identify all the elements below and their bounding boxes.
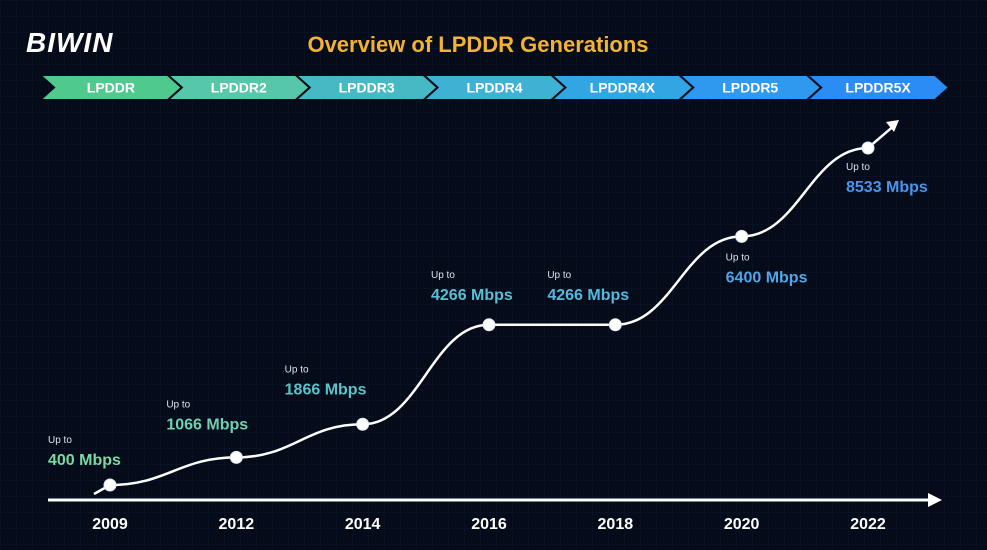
data-label: 400 Mbps (48, 452, 121, 469)
data-point (103, 478, 117, 492)
x-tick-label: 2018 (598, 516, 634, 533)
x-tick-label: 2020 (724, 516, 760, 533)
data-label-prefix: Up to (846, 162, 870, 173)
generation-label: LPDDR5X (845, 80, 911, 96)
data-point (735, 229, 749, 243)
chart-title: Overview of LPDDR Generations (307, 32, 648, 57)
generation-label: LPDDR (87, 80, 135, 96)
brand-logo: BIWIN (26, 27, 113, 58)
generation-label: LPDDR2 (211, 80, 267, 96)
data-label: 4266 Mbps (547, 287, 629, 304)
data-label-prefix: Up to (547, 270, 571, 281)
data-label-prefix: Up to (431, 270, 455, 281)
x-axis-arrow (928, 493, 942, 507)
generation-label: LPDDR4 (466, 80, 522, 96)
generation-arrow (804, 74, 951, 101)
data-label: 1066 Mbps (166, 416, 248, 433)
x-tick-label: 2009 (92, 516, 128, 533)
data-point (482, 318, 496, 332)
data-label: 8533 Mbps (846, 179, 928, 196)
data-point (229, 450, 243, 464)
data-label-prefix: Up to (285, 364, 309, 375)
data-label: 6400 Mbps (726, 269, 808, 286)
chart-marks: 2009 2012 2014 2016 2018 2020 2022 Up to 400 Mbp… (48, 120, 942, 533)
generation-label: LPDDR3 (339, 80, 395, 96)
data-point (608, 318, 622, 332)
data-label: 4266 Mbps (431, 287, 513, 304)
series-arrowhead (886, 120, 899, 132)
x-tick-label: 2014 (345, 516, 381, 533)
data-point (861, 141, 875, 155)
generation-label: LPDDR5 (722, 80, 778, 96)
x-tick-label: 2022 (850, 516, 886, 533)
data-label-prefix: Up to (166, 399, 190, 410)
x-tick-label: 2012 (219, 516, 255, 533)
generation-banner: LPDDR LPDDR2 LPDDR3 LPDDR4 LPDDR4X LPDDR5 LPDD… (37, 74, 951, 101)
data-label-prefix: Up to (726, 252, 750, 263)
generation-label: LPDDR4X (590, 80, 656, 96)
data-label: 1866 Mbps (285, 381, 367, 398)
data-point (356, 417, 370, 431)
data-label-prefix: Up to (48, 435, 72, 446)
x-tick-label: 2016 (471, 516, 507, 533)
